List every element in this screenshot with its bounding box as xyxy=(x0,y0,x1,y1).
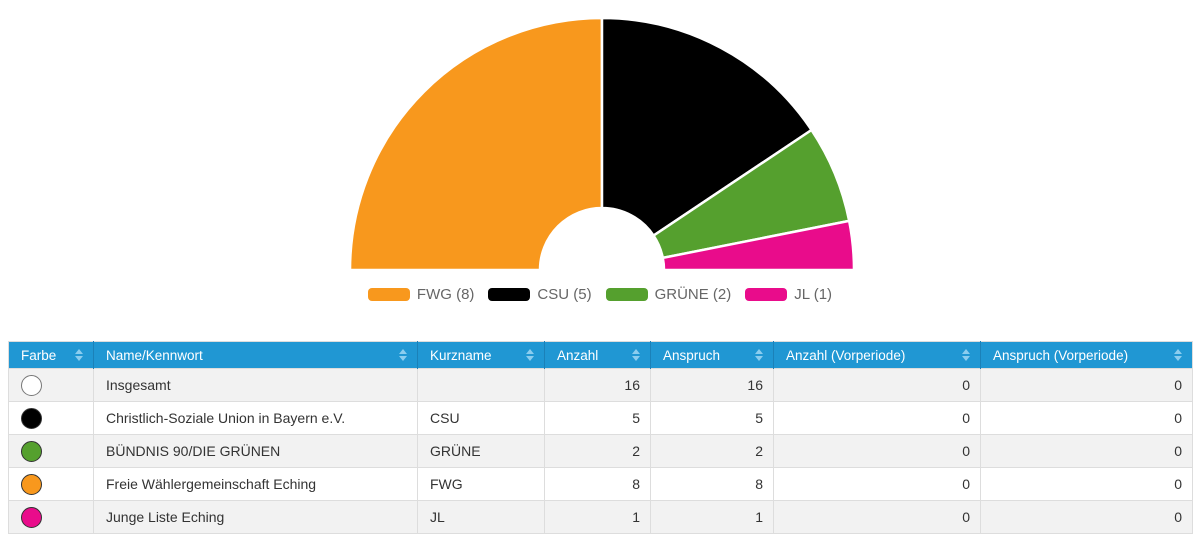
cell-anzahl: 16 xyxy=(544,368,651,402)
cell-anzahl-vorperiode: 0 xyxy=(773,434,981,468)
sort-icon[interactable] xyxy=(632,349,641,361)
sort-icon[interactable] xyxy=(399,349,408,361)
party-color-circle xyxy=(21,407,42,429)
column-header-label: Anspruch xyxy=(663,347,721,363)
column-header-farbe[interactable]: Farbe xyxy=(8,341,94,369)
cell-anspruch-vorperiode: 0 xyxy=(980,368,1193,402)
table-row: Insgesamt 16 16 0 0 xyxy=(8,368,1193,402)
cell-anzahl: 1 xyxy=(544,500,651,534)
party-color-circle xyxy=(21,506,42,528)
party-color-circle xyxy=(21,374,42,396)
party-color-circle xyxy=(21,473,42,495)
legend-label-GRÜNE: GRÜNE (2) xyxy=(654,286,732,303)
column-header-label: Name/Kennwort xyxy=(106,347,203,363)
sort-icon[interactable] xyxy=(962,349,971,361)
legend-swatch-CSU xyxy=(488,288,531,301)
table-header-row: Farbe Name/Kennwort Kurzname Anzahl Anspruch… xyxy=(8,341,1193,369)
column-header-kurzname[interactable]: Kurzname xyxy=(417,341,545,369)
cell-anspruch: 5 xyxy=(650,401,774,435)
cell-farbe xyxy=(8,467,94,501)
cell-anspruch: 2 xyxy=(650,434,774,468)
sort-icon[interactable] xyxy=(526,349,535,361)
cell-anzahl: 5 xyxy=(544,401,651,435)
legend-item-GRÜNE[interactable]: GRÜNE (2) xyxy=(605,286,732,303)
party-color-circle xyxy=(21,440,42,462)
legend-swatch-GRÜNE xyxy=(605,288,648,301)
cell-anzahl: 8 xyxy=(544,467,651,501)
column-header-anspruch[interactable]: Anspruch xyxy=(650,341,774,369)
legend-label-CSU: CSU (5) xyxy=(537,286,592,303)
column-header-label: Anzahl (Vorperiode) xyxy=(786,347,906,363)
cell-farbe xyxy=(8,401,94,435)
cell-anspruch-vorperiode: 0 xyxy=(980,401,1193,435)
cell-anspruch: 8 xyxy=(650,467,774,501)
cell-anzahl-vorperiode: 0 xyxy=(773,500,981,534)
cell-anspruch-vorperiode: 0 xyxy=(980,500,1193,534)
cell-anzahl-vorperiode: 0 xyxy=(773,401,981,435)
column-header-anzahl[interactable]: Anzahl xyxy=(544,341,651,369)
chart-slice-JL[interactable] xyxy=(661,219,856,272)
table-row: Christlich-Soziale Union in Bayern e.V. C… xyxy=(8,401,1193,435)
cell-anzahl: 2 xyxy=(544,434,651,468)
cell-anspruch: 1 xyxy=(650,500,774,534)
legend-item-JL[interactable]: JL (1) xyxy=(745,286,832,303)
cell-anspruch-vorperiode: 0 xyxy=(980,434,1193,468)
legend-item-FWG[interactable]: FWG (8) xyxy=(367,286,475,303)
seat-distribution-table: Farbe Name/Kennwort Kurzname Anzahl Anspruch… xyxy=(8,341,1193,534)
column-header-label: Farbe xyxy=(21,347,57,363)
cell-name: BÜNDNIS 90/DIE GRÜNEN xyxy=(93,434,418,468)
seat-distribution-halfdonut-chart xyxy=(348,16,856,272)
legend-item-CSU[interactable]: CSU (5) xyxy=(488,286,592,303)
column-header-label: Anzahl xyxy=(557,347,599,363)
cell-kurzname: GRÜNE xyxy=(417,434,545,468)
sort-icon[interactable] xyxy=(75,349,84,361)
chart-legend: FWG (8) CSU (5) GRÜNE (2) JL (1) xyxy=(0,286,1200,303)
cell-kurzname: JL xyxy=(417,500,545,534)
column-header-label: Kurzname xyxy=(430,347,492,363)
cell-kurzname: FWG xyxy=(417,467,545,501)
seat-distribution-chart-area: FWG (8) CSU (5) GRÜNE (2) JL (1) xyxy=(0,16,1200,303)
chart-slice-CSU[interactable] xyxy=(600,16,814,238)
cell-anzahl-vorperiode: 0 xyxy=(773,368,981,402)
cell-farbe xyxy=(8,500,94,534)
cell-farbe xyxy=(8,434,94,468)
cell-name: Freie Wählergemeinschaft Eching xyxy=(93,467,418,501)
results-table-wrap: Farbe Name/Kennwort Kurzname Anzahl Anspruch… xyxy=(8,341,1193,534)
cell-kurzname: CSU xyxy=(417,401,545,435)
cell-name: Junge Liste Eching xyxy=(93,500,418,534)
cell-name: Insgesamt xyxy=(93,368,418,402)
cell-anzahl-vorperiode: 0 xyxy=(773,467,981,501)
sort-icon[interactable] xyxy=(1174,349,1183,361)
legend-label-JL: JL (1) xyxy=(794,286,833,303)
legend-swatch-FWG xyxy=(367,288,410,301)
table-row: Freie Wählergemeinschaft Eching FWG 8 8 0 0 xyxy=(8,467,1193,501)
cell-kurzname xyxy=(417,368,545,402)
cell-farbe xyxy=(8,368,94,402)
sort-icon[interactable] xyxy=(755,349,764,361)
column-header-anzahl-vorperiode-[interactable]: Anzahl (Vorperiode) xyxy=(773,341,981,369)
table-row: Junge Liste Eching JL 1 1 0 0 xyxy=(8,500,1193,534)
cell-name: Christlich-Soziale Union in Bayern e.V. xyxy=(93,401,418,435)
chart-slice-FWG[interactable] xyxy=(348,16,604,272)
column-header-anspruch-vorperiode-[interactable]: Anspruch (Vorperiode) xyxy=(980,341,1193,369)
table-row: BÜNDNIS 90/DIE GRÜNEN GRÜNE 2 2 0 0 xyxy=(8,434,1193,468)
cell-anspruch: 16 xyxy=(650,368,774,402)
column-header-name-kennwort[interactable]: Name/Kennwort xyxy=(93,341,418,369)
column-header-label: Anspruch (Vorperiode) xyxy=(993,347,1129,363)
cell-anspruch-vorperiode: 0 xyxy=(980,467,1193,501)
legend-label-FWG: FWG (8) xyxy=(416,286,475,303)
legend-swatch-JL xyxy=(745,288,788,301)
